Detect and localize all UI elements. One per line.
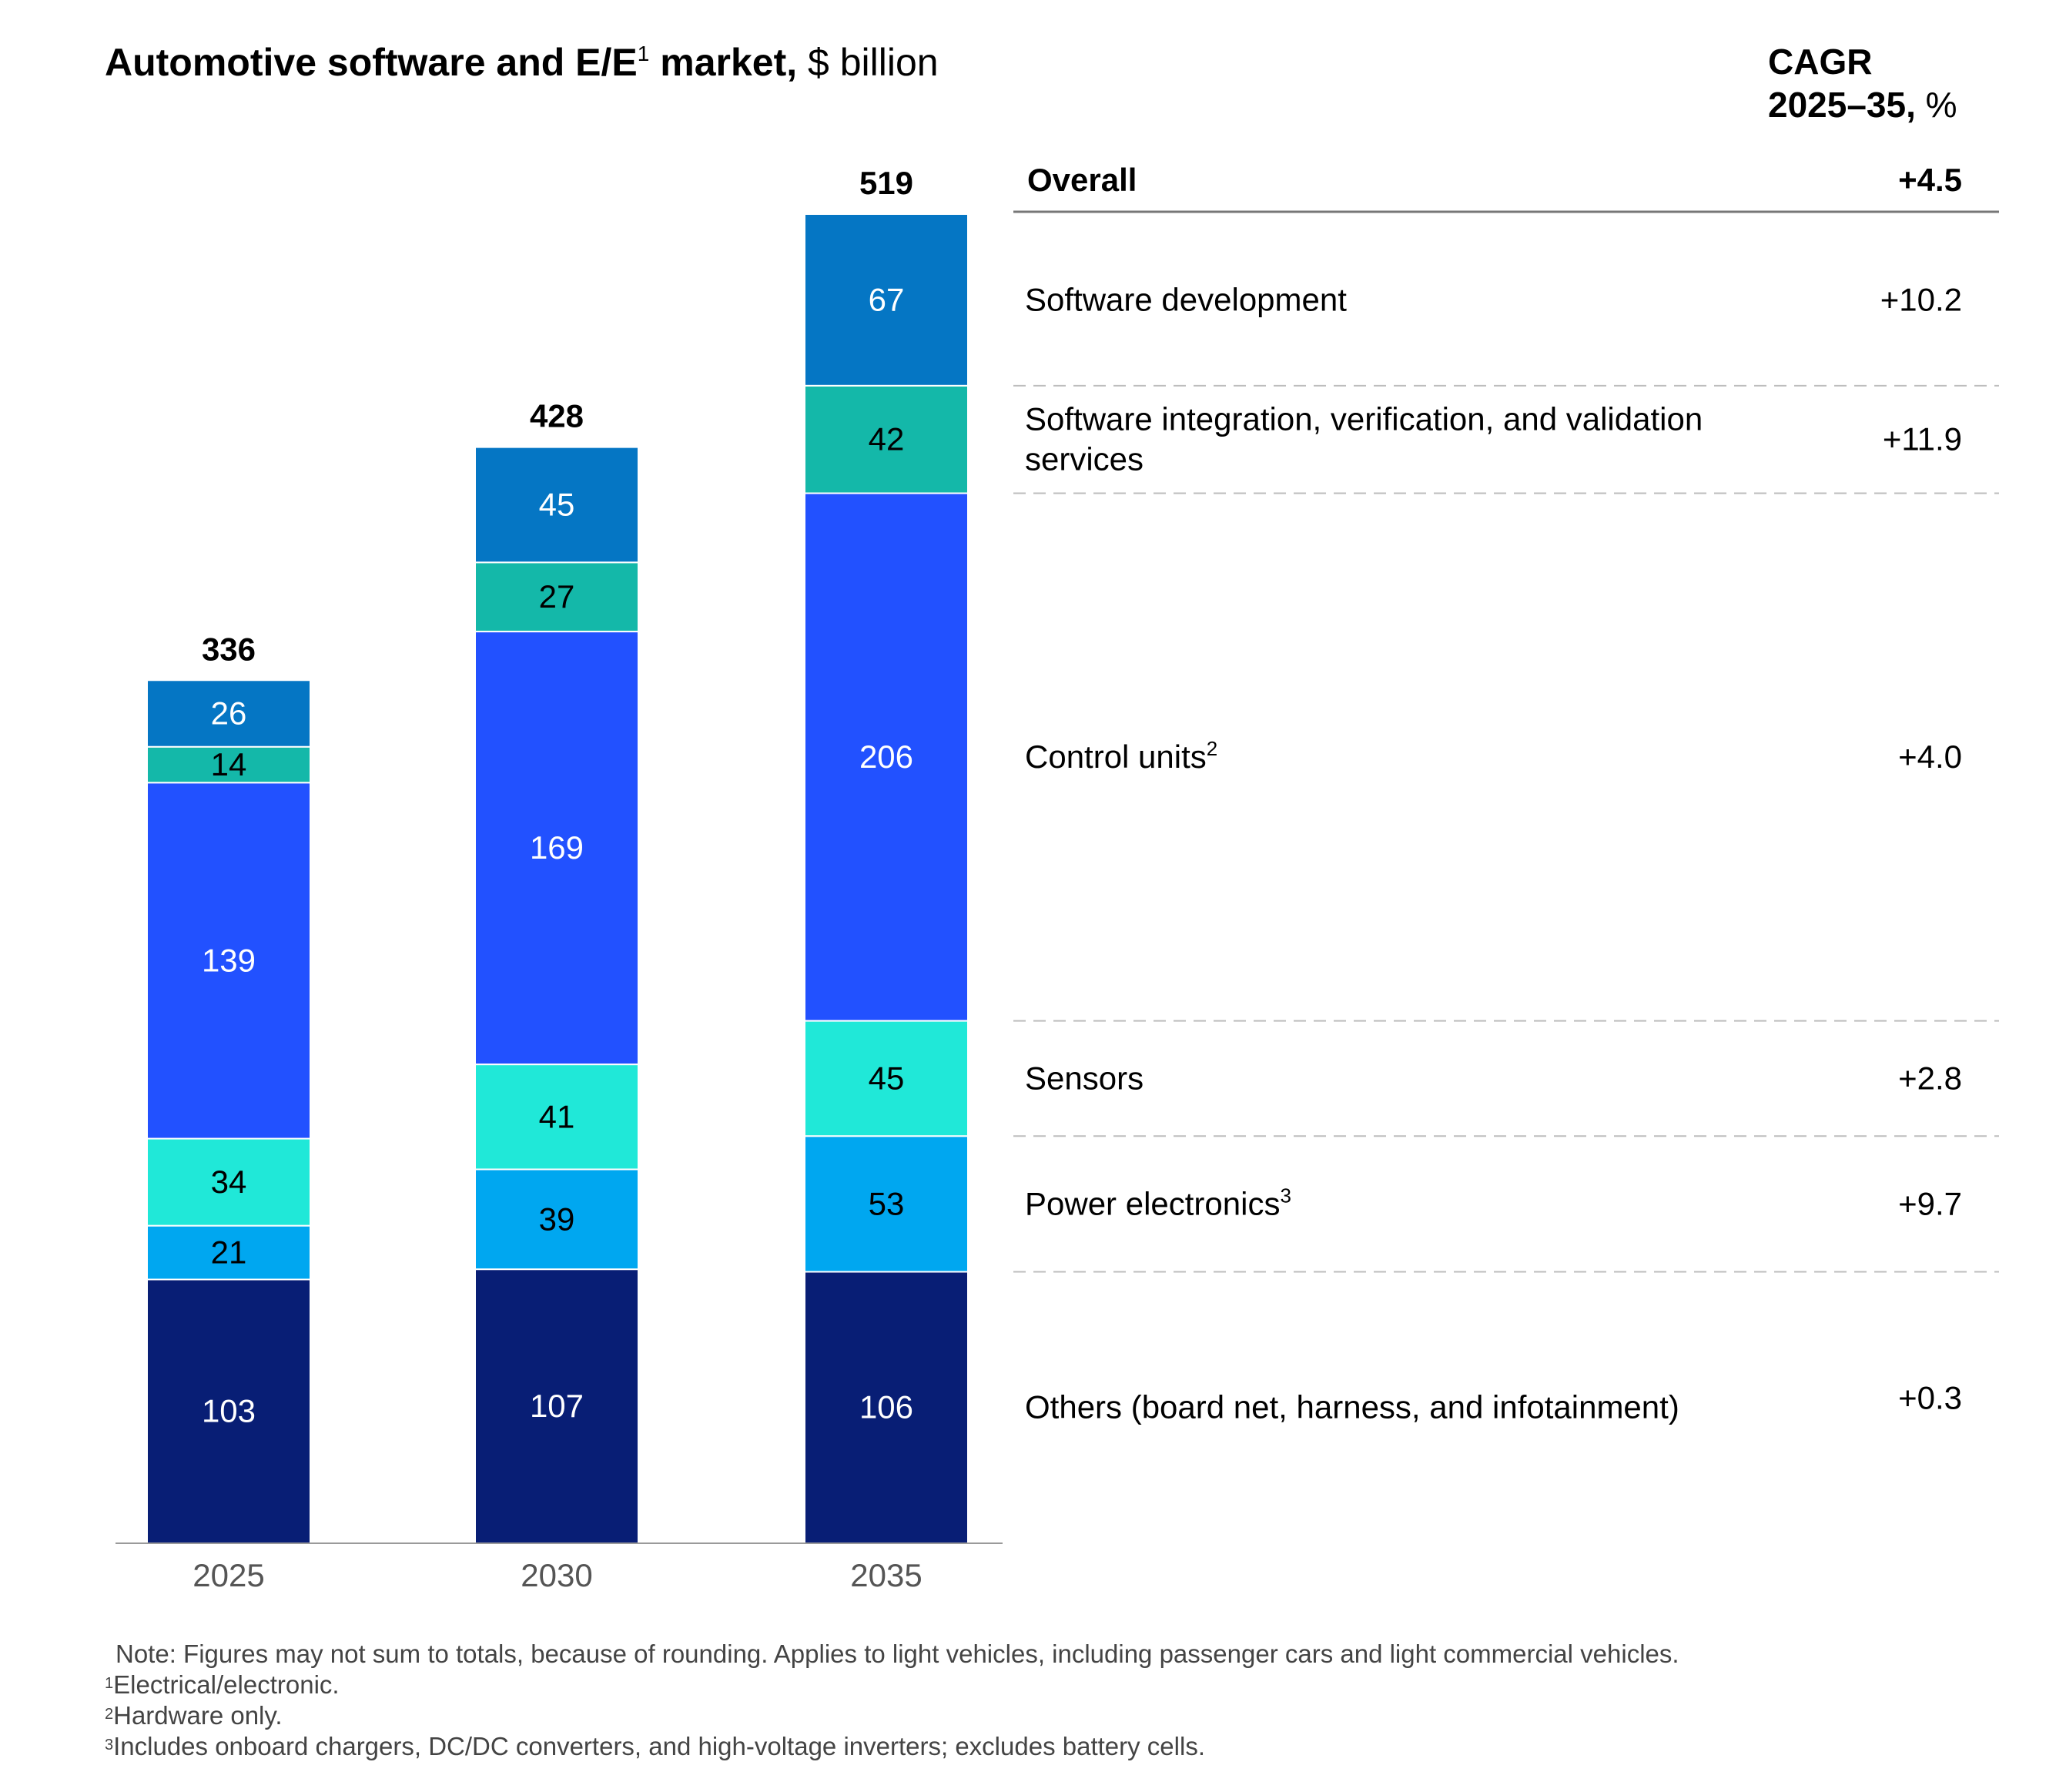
x-tick-label-2030: 2030 bbox=[521, 1557, 592, 1593]
footnote-3: 3Includes onboard chargers, DC/DC conver… bbox=[105, 1732, 1205, 1760]
cagr-header-unit: % bbox=[1915, 85, 1957, 125]
segment-label-2025-5: 26 bbox=[211, 695, 247, 731]
segment-label-2030-2: 41 bbox=[539, 1098, 575, 1134]
legend-label-footnote-marker: 2 bbox=[1207, 737, 1217, 760]
segment-label-2035-0: 106 bbox=[859, 1389, 913, 1425]
legend-label-5: Power electronics3 bbox=[1025, 1184, 1291, 1221]
total-label-2030: 428 bbox=[530, 398, 584, 434]
bar-segment-2030-5 bbox=[474, 446, 639, 564]
segment-label-2030-4: 27 bbox=[539, 578, 575, 615]
segment-label-2025-3: 139 bbox=[202, 942, 256, 978]
legend-cagr-4: +2.8 bbox=[1898, 1060, 1962, 1096]
x-tick-label-2025: 2025 bbox=[193, 1557, 264, 1593]
bar-segment-2030-2 bbox=[474, 1063, 639, 1171]
chart-title-bold: Automotive software and E/E bbox=[105, 41, 638, 84]
segment-label-2030-3: 169 bbox=[530, 829, 584, 866]
segment-label-2025-1: 21 bbox=[211, 1234, 247, 1271]
legend-label-line: Others (board net, harness, and infotain… bbox=[1025, 1389, 1679, 1425]
segment-label-2025-4: 14 bbox=[211, 746, 247, 782]
legend-overall-label: Overall bbox=[1027, 162, 1137, 198]
legend-cagr-1: +10.2 bbox=[1880, 281, 1962, 317]
legend-label-3: Control units2 bbox=[1025, 737, 1217, 775]
legend-cagr-2: +11.9 bbox=[1883, 421, 1962, 457]
segment-label-2030-5: 45 bbox=[539, 486, 575, 522]
bar-segment-2035-4 bbox=[804, 384, 969, 494]
bar-segment-2035-2 bbox=[804, 1020, 969, 1137]
legend-label-line: Power electronics bbox=[1025, 1185, 1280, 1221]
chart-title-unit: $ billion bbox=[797, 41, 939, 84]
bar-segment-2025-2 bbox=[146, 1137, 311, 1227]
bar-segment-2025-0 bbox=[146, 1278, 311, 1544]
total-label-2025: 336 bbox=[202, 631, 256, 667]
cagr-header-period: 2025–35, bbox=[1768, 85, 1916, 125]
bar-segment-2035-3 bbox=[804, 492, 969, 1022]
bar-segment-2025-3 bbox=[146, 782, 311, 1140]
legend-label-line: Control units bbox=[1025, 739, 1207, 775]
legend-label-6: Others (board net, harness, and infotain… bbox=[1025, 1389, 1679, 1425]
legend-label-line: Software development bbox=[1025, 281, 1347, 317]
cagr-header: CAGR 2025–35, % bbox=[1768, 40, 1957, 126]
bar-segment-2030-4 bbox=[474, 561, 639, 633]
segment-label-2025-2: 34 bbox=[211, 1164, 247, 1200]
chart-title-footnote-marker: 1 bbox=[637, 42, 650, 65]
legend-label-4: Sensors bbox=[1025, 1060, 1143, 1096]
chart-title-bold-suffix: market, bbox=[649, 41, 798, 84]
legend-cagr-6: +0.3 bbox=[1898, 1380, 1962, 1416]
footnote-1: 1Electrical/electronic. bbox=[105, 1670, 340, 1699]
footnotes: Note: Figures may not sum to totals, bec… bbox=[105, 1639, 1679, 1762]
bar-segment-2035-0 bbox=[804, 1271, 969, 1545]
segment-label-2035-5: 67 bbox=[869, 281, 905, 317]
segment-label-2030-0: 107 bbox=[530, 1388, 584, 1424]
bar-segment-2025-5 bbox=[146, 679, 311, 748]
footnote-2: 2Hardware only. bbox=[105, 1701, 283, 1730]
segment-label-2030-1: 39 bbox=[539, 1201, 575, 1237]
total-label-2035: 519 bbox=[859, 165, 913, 201]
bar-segment-2035-1 bbox=[804, 1135, 969, 1273]
note-text: Note: Figures may not sum to totals, bec… bbox=[116, 1640, 1679, 1668]
segment-label-2035-4: 42 bbox=[869, 421, 905, 457]
legend-label-footnote-marker: 3 bbox=[1280, 1184, 1291, 1207]
segment-label-2035-1: 53 bbox=[869, 1185, 905, 1221]
cagr-header-line1: CAGR bbox=[1768, 42, 1873, 82]
legend-cagr-3: +4.0 bbox=[1898, 739, 1962, 775]
segment-label-2035-2: 45 bbox=[869, 1060, 905, 1096]
legend-label-line: Software integration, verification, and … bbox=[1025, 401, 1703, 437]
segment-label-2025-0: 103 bbox=[202, 1393, 256, 1429]
bar-segment-2030-1 bbox=[474, 1168, 639, 1271]
legend-overall-cagr: +4.5 bbox=[1898, 162, 1962, 198]
x-tick-label-2035: 2035 bbox=[850, 1557, 922, 1593]
legend-label-line: Sensors bbox=[1025, 1060, 1143, 1096]
legend-label-line: services bbox=[1025, 441, 1143, 477]
bar-segment-2030-0 bbox=[474, 1268, 639, 1544]
stacked-bar-chart: 103 21 34 139 14 26 336 2025 107 39 41 169 27 45 428 20… bbox=[116, 162, 1999, 1593]
legend-cagr-5: +9.7 bbox=[1898, 1185, 1962, 1221]
bar-segment-2030-3 bbox=[474, 631, 639, 1066]
bar-segment-2025-1 bbox=[146, 1224, 311, 1281]
bar-segment-2035-5 bbox=[804, 213, 969, 387]
legend-label-2: Software integration, verification, and … bbox=[1025, 401, 1703, 477]
segment-label-2035-3: 206 bbox=[859, 739, 913, 775]
chart-title: Automotive software and E/E1 market, $ b… bbox=[105, 40, 939, 85]
legend-label-1: Software development bbox=[1025, 281, 1347, 317]
